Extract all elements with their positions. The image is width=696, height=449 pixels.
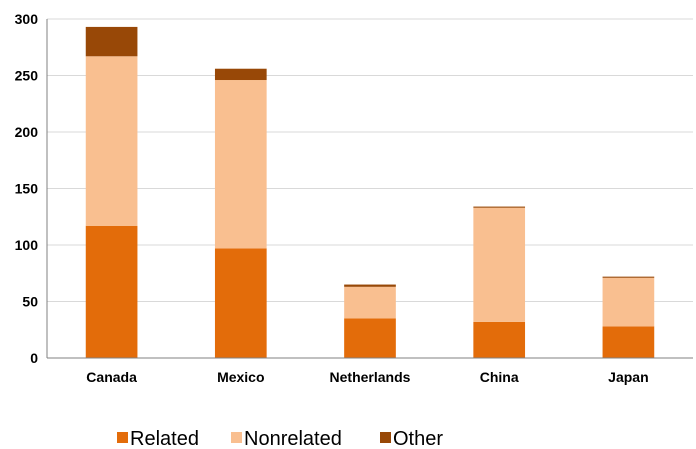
bar-related-japan <box>602 326 655 358</box>
bar-nonrelated-netherlands <box>344 286 396 319</box>
x-category-label: Mexico <box>217 369 264 385</box>
bar-other-mexico <box>214 68 267 81</box>
bar-related-china <box>473 321 526 358</box>
y-tick-label: 100 <box>15 237 39 253</box>
y-tick-label: 0 <box>30 350 38 366</box>
y-tick-label: 50 <box>22 294 38 310</box>
bar-other-japan <box>602 276 655 278</box>
legend-swatch-nonrelated <box>231 432 242 443</box>
bar-related-mexico <box>214 248 267 358</box>
legend-label-other: Other <box>393 428 443 449</box>
y-tick-label: 200 <box>15 124 39 140</box>
bars <box>85 26 655 358</box>
axes: 0 50 100 150 200 250 300 Canada Mexico Netherland… <box>15 11 693 385</box>
legend: Related Nonrelated Other <box>117 428 443 449</box>
bar-other-china <box>473 206 526 208</box>
x-category-label: Netherlands <box>330 369 411 385</box>
y-tick-label: 150 <box>15 181 39 197</box>
bar-related-netherlands <box>344 318 396 358</box>
bar-nonrelated-china <box>473 207 526 322</box>
y-tick-label: 300 <box>15 11 39 27</box>
x-category-label: Japan <box>608 369 648 385</box>
x-category-label: Canada <box>86 369 137 385</box>
y-tick-label: 250 <box>15 68 39 84</box>
bar-other-netherlands <box>344 284 396 287</box>
legend-label-nonrelated: Nonrelated <box>244 428 342 449</box>
legend-swatch-related <box>117 432 128 443</box>
legend-swatch-other <box>380 432 391 443</box>
bar-nonrelated-canada <box>85 56 138 226</box>
x-category-label: China <box>480 369 519 385</box>
legend-label-related: Related <box>130 428 199 449</box>
bar-other-canada <box>85 26 138 57</box>
gridlines <box>47 18 693 302</box>
bar-nonrelated-japan <box>602 277 655 327</box>
bar-related-canada <box>85 225 138 358</box>
bar-nonrelated-mexico <box>214 80 267 249</box>
